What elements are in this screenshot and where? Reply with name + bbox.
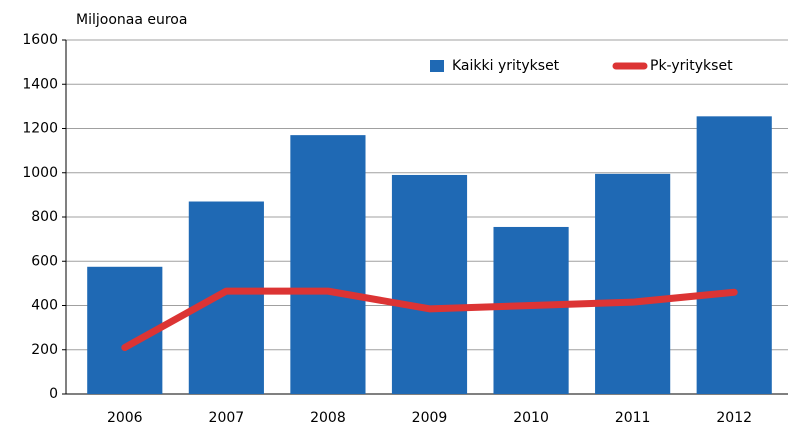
y-tick-label: 400 bbox=[31, 298, 58, 314]
bar bbox=[188, 201, 264, 394]
x-tick-label: 2010 bbox=[513, 410, 549, 426]
bar bbox=[391, 174, 468, 394]
bar bbox=[696, 116, 772, 395]
y-tick-label: 1400 bbox=[22, 76, 58, 92]
x-tick-label: 2012 bbox=[716, 410, 752, 426]
y-tick-label: 1200 bbox=[22, 121, 58, 137]
legend-label: Kaikki yritykset bbox=[452, 58, 560, 74]
bar bbox=[290, 135, 366, 394]
y-tick-label: 600 bbox=[31, 253, 58, 269]
x-tick-label: 2009 bbox=[412, 410, 448, 426]
x-tick-label: 2006 bbox=[107, 410, 143, 426]
bar bbox=[595, 173, 671, 394]
x-tick-label: 2011 bbox=[615, 410, 651, 426]
x-tick-label: 2008 bbox=[310, 410, 346, 426]
y-tick-label: 200 bbox=[31, 342, 58, 358]
legend-label: Pk-yritykset bbox=[650, 58, 733, 74]
legend-swatch bbox=[430, 60, 444, 72]
y-tick-label: 1600 bbox=[22, 32, 58, 48]
y-tick-label: 1000 bbox=[22, 165, 58, 181]
x-tick-label: 2007 bbox=[209, 410, 245, 426]
y-tick-label: 800 bbox=[31, 209, 58, 225]
line bbox=[121, 287, 738, 352]
bar bbox=[493, 226, 569, 394]
y-tick-label: 0 bbox=[49, 386, 58, 402]
y-axis-label: Miljoonaa euroa bbox=[76, 12, 187, 28]
